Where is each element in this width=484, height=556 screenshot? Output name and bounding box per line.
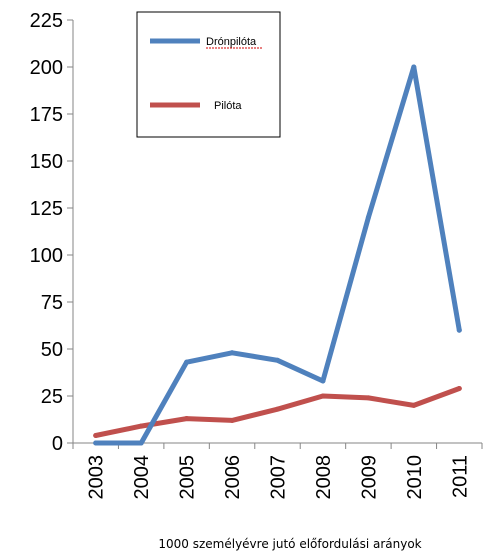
data-point-dronpilota [365,214,371,220]
x-tick-label: 2008 [313,455,335,500]
data-point-dronpilota [275,357,280,363]
y-tick-label: 225 [30,10,63,32]
y-tick-label: 200 [30,57,63,79]
y-tick-label: 25 [41,386,63,408]
y-tick-label: 150 [30,151,63,173]
data-point-dronpilota [184,359,190,365]
x-axis-title: 1000 személyévre jutó előfordulási arány… [158,537,421,551]
data-point-dronpilota [138,440,144,446]
x-tick-label: 2007 [268,455,290,500]
data-point-pilota [138,423,144,429]
data-point-pilota [93,432,99,438]
legend-label-dronpilota: Drónpilóta [206,36,257,48]
x-tick-label: 2010 [404,455,426,500]
x-tick-label: 2003 [86,455,108,500]
y-tick-label: 125 [30,198,63,220]
legend: Drónpilóta Pilóta [136,11,281,138]
y-tick-label: 0 [52,433,63,455]
legend-box [136,11,281,138]
x-tick-label: 2011 [449,455,471,498]
legend-label-pilota: Pilóta [214,100,242,112]
data-point-pilota [456,385,462,391]
x-axis: 2003 2004 2005 2006 2007 2008 2009 2010 2011 [72,442,483,500]
y-axis: 0 25 50 75 100 125 150 175 200 225 [30,10,74,455]
series-layer [93,64,462,446]
x-tick-label: 2009 [358,455,380,500]
y-tick-label: 100 [30,245,63,267]
data-point-pilota [229,417,235,423]
data-point-pilota [320,393,326,399]
y-tick-label: 50 [41,339,63,361]
data-point-pilota [184,416,190,422]
data-point-pilota [365,395,371,401]
data-point-dronpilota [456,327,462,333]
y-tick-label: 75 [41,292,63,314]
data-point-pilota [411,402,417,408]
data-point-dronpilota [93,440,99,446]
data-point-dronpilota [229,350,235,356]
y-tick-label: 175 [30,104,63,126]
x-tick-label: 2004 [131,455,153,500]
data-point-dronpilota [320,378,326,384]
x-tick-label: 2006 [222,455,244,500]
data-point-pilota [275,406,280,412]
data-point-dronpilota [411,64,417,70]
x-tick-label: 2005 [177,455,199,500]
